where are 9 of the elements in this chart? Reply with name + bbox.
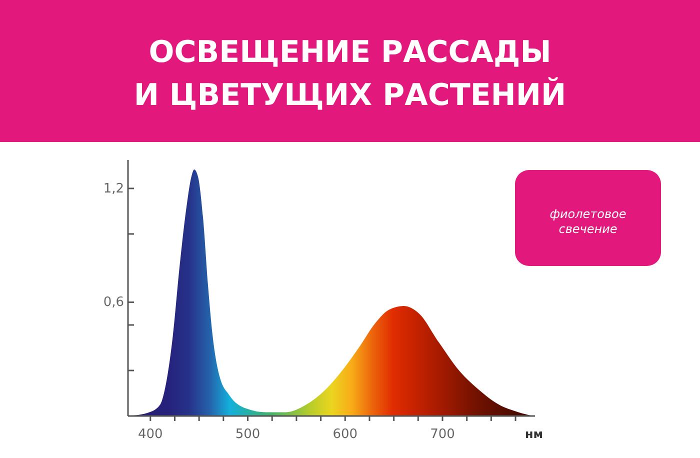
text: фиолетовое свечение — [550, 207, 626, 236]
x-axis-title: нм — [525, 427, 544, 441]
y-tick-label: 1,2 — [103, 181, 124, 196]
y-tick-label: 0,6 — [103, 295, 124, 310]
chart-title: ОСВЕЩЕНИЕ РАССАДЫ И ЦВЕТУЩИХ РАСТЕНИЙ — [134, 35, 566, 113]
x-tick-label: 600 — [332, 427, 358, 442]
x-tick-label: 500 — [235, 427, 260, 442]
x-tick-label: 700 — [430, 427, 455, 442]
x-tick-label: 400 — [138, 427, 163, 442]
